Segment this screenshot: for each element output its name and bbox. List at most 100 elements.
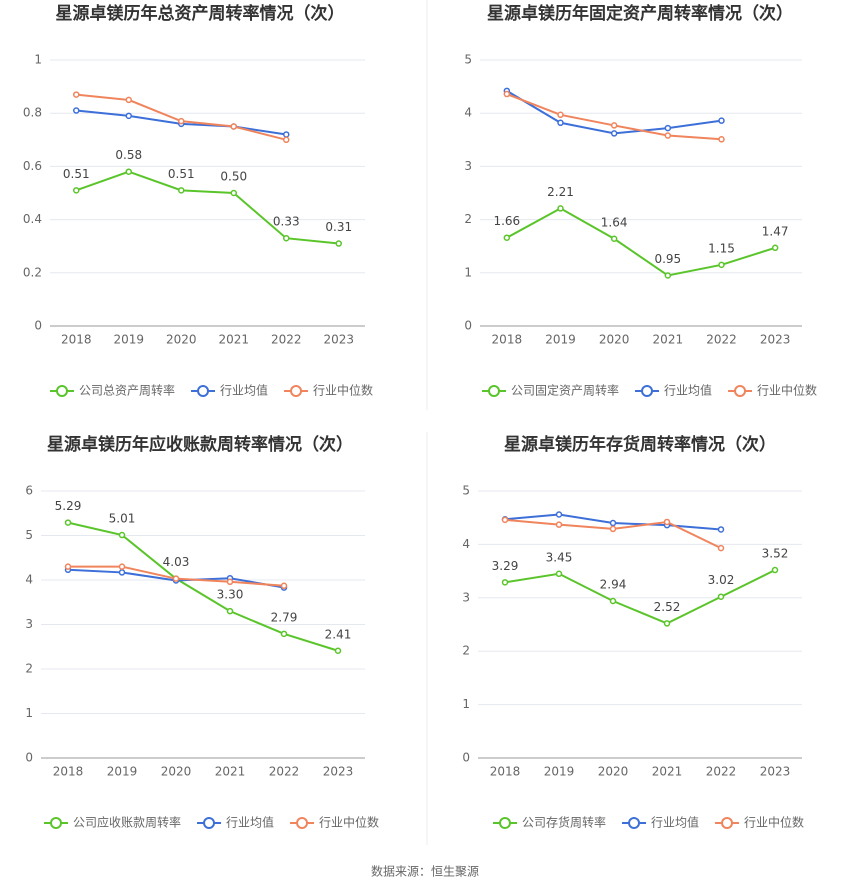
point [230,189,237,197]
y-tick-label: 2 [464,212,472,226]
data-label: 2.94 [600,578,627,592]
y-tick-label: 0 [464,319,472,333]
x-tick-label: 2019 [113,333,144,347]
x-tick-label: 2019 [107,765,138,779]
x-tick-label: 2023 [760,765,791,779]
x-tick-label: 2020 [599,333,630,347]
y-tick-label: 4 [25,573,33,587]
point [125,168,132,175]
legend-marker [499,817,511,829]
chart-title: 星源卓镁历年固定资产周转率情况（次） [487,3,793,24]
legend-label: 行业中位数 [319,815,379,830]
legend-label: 公司总资产周转率 [79,383,175,398]
y-tick-label: 0 [25,751,33,765]
source: 数据来源：恒生聚源 [371,864,479,879]
point [73,107,80,114]
point [283,131,290,138]
x-tick-label: 2020 [161,765,192,779]
legend-label: 行业中位数 [757,383,817,398]
x-tick-label: 2022 [706,765,737,779]
series-line [506,207,776,277]
legend-marker [203,817,216,829]
series-line [76,93,287,141]
x-tick-label: 2019 [545,333,576,347]
point [555,570,563,578]
x-tick-label: 2021 [215,765,246,779]
y-tick-label: 5 [462,484,470,498]
x-tick-label: 2018 [492,333,523,347]
x-tick-label: 2021 [653,333,684,347]
legend-marker [628,817,641,829]
point [609,519,617,527]
y-tick-label: 1 [34,53,42,67]
legend-marker [734,385,747,397]
legend-label: 行业中位数 [744,815,804,830]
point [717,593,725,600]
data-label: 0.51 [168,167,195,181]
data-label: 0.58 [115,148,142,162]
point [503,234,511,241]
data-label: 1.47 [762,224,789,238]
y-tick-label: 0 [462,751,470,765]
point [280,630,288,638]
x-tick-label: 2021 [652,765,683,779]
y-tick-label: 3 [464,159,472,173]
y-tick-label: 3 [462,590,470,604]
data-label: 0.33 [273,215,300,229]
point [125,96,132,104]
series-line [504,569,776,625]
x-tick-label: 2023 [323,765,354,779]
point [555,521,563,528]
data-label: 1.66 [493,214,520,228]
legend-label: 公司固定资产周转率 [511,383,619,398]
point [283,234,290,242]
point [335,240,342,247]
y-tick-label: 0.8 [23,106,42,120]
x-tick-label: 2018 [53,765,84,779]
point [64,519,72,526]
y-tick-label: 2 [25,662,33,676]
point [503,90,511,98]
point [718,136,725,143]
data-label: 0.95 [654,252,681,266]
series-line [67,521,339,652]
y-tick-label: 3 [25,617,33,631]
x-tick-label: 2022 [706,333,737,347]
y-tick-label: 1 [462,697,470,711]
point [771,566,779,574]
x-tick-label: 2018 [61,333,92,347]
legend-marker [50,817,62,829]
data-label: 0.31 [325,220,352,234]
series-line [75,170,339,245]
x-tick-label: 2023 [760,333,791,347]
point [718,117,725,124]
data-label: 0.50 [220,170,247,184]
data-label: 0.51 [63,167,90,181]
point [610,235,618,243]
point [73,91,80,98]
legend-marker [197,385,210,397]
data-label: 1.64 [601,215,628,229]
data-label: 2.52 [654,600,681,614]
data-label: 2.41 [325,627,352,641]
legend-label: 公司存货周转率 [522,815,606,830]
x-tick-label: 2022 [269,765,300,779]
point [609,597,617,605]
y-tick-label: 5 [25,528,33,542]
point [73,187,80,194]
chart-title: 星源卓镁历年存货周转率情况（次） [504,434,776,455]
legend-marker [488,385,500,397]
x-tick-label: 2018 [490,765,521,779]
point [664,132,672,139]
point [334,647,342,655]
point [283,136,290,144]
y-tick-label: 2 [462,644,470,658]
legend-marker [296,817,309,829]
y-tick-label: 0 [34,319,42,333]
point [717,544,725,552]
chart-title: 星源卓镁历年应收账款周转率情况（次） [47,434,353,455]
legend-marker [56,385,68,397]
legend-label: 行业均值 [220,383,268,398]
